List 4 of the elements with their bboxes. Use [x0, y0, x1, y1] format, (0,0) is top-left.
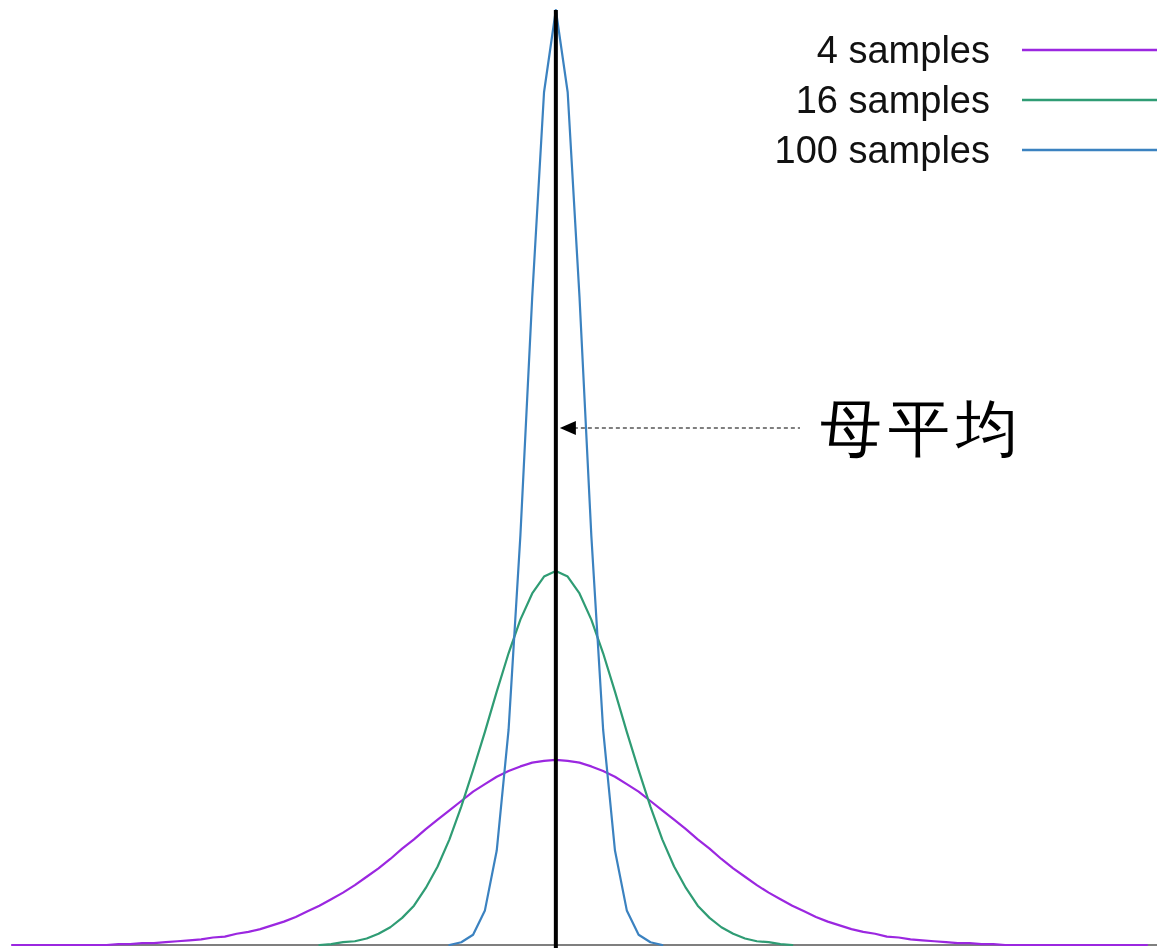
legend-label: 100 samples	[774, 129, 990, 171]
legend-label: 16 samples	[795, 79, 990, 121]
legend-label: 4 samples	[816, 29, 990, 71]
annotation: 母平均	[820, 392, 1024, 465]
